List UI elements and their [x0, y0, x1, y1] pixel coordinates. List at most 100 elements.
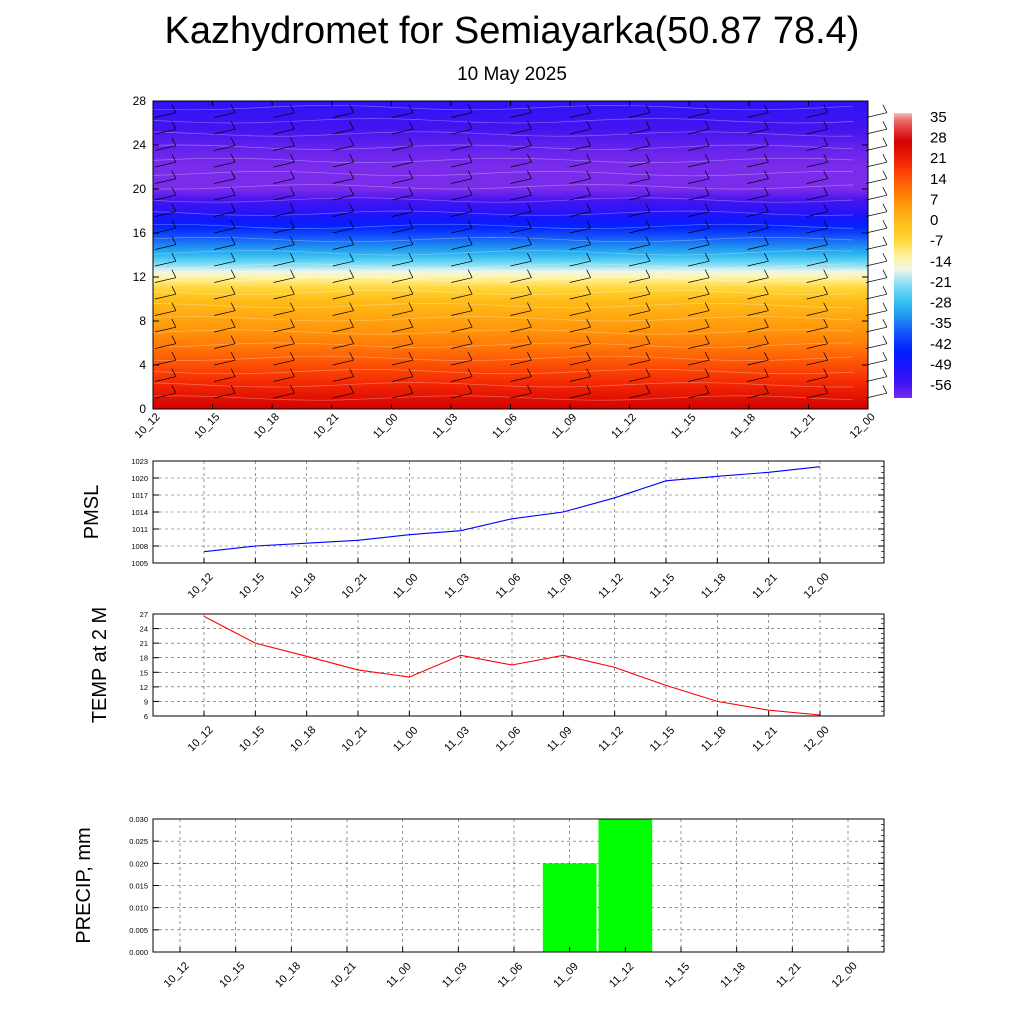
wind-barb-flag	[704, 104, 710, 113]
wind-barb	[510, 343, 532, 349]
wind-barb-flag	[467, 302, 473, 311]
cross-section-ytick-label: 28	[133, 94, 147, 108]
wind-barb-flag	[230, 236, 236, 245]
temp-xtick-label: 10_18	[288, 724, 318, 754]
wind-barb-flag	[823, 187, 828, 196]
wind-barb-flag	[882, 302, 888, 311]
wind-barb	[332, 326, 354, 333]
wind-barb-flag	[467, 352, 473, 361]
wind-barb-flag	[171, 154, 177, 163]
wind-barb	[865, 260, 887, 267]
wind-barb-flag	[764, 137, 769, 146]
wind-barb-flag	[408, 352, 414, 361]
wind-barb-flag	[527, 302, 532, 311]
wind-barb	[747, 211, 769, 217]
wind-barb	[747, 277, 769, 283]
wind-barb-flag	[290, 269, 295, 278]
wind-barb	[628, 211, 650, 217]
wind-barb-flag	[586, 302, 591, 311]
wind-barb-flag	[171, 253, 177, 262]
wind-barb	[154, 112, 176, 118]
wind-barb	[806, 244, 828, 250]
wind-barb	[865, 277, 887, 283]
wind-barb-flag	[467, 269, 473, 278]
contour-line	[152, 276, 854, 282]
wind-barb	[806, 161, 828, 168]
wind-barb-flag	[586, 121, 591, 130]
pmsl-xtick-label: 11_00	[391, 572, 421, 602]
wind-barb	[451, 376, 473, 382]
temp-ytick-label: 24	[140, 625, 148, 634]
wind-barb-flag	[290, 137, 295, 146]
contour-line	[152, 355, 854, 361]
wind-barb	[332, 376, 354, 382]
temp-frame	[152, 613, 885, 717]
wind-barb-flag	[527, 335, 532, 344]
wind-barb-flag	[645, 253, 651, 262]
wind-barb	[214, 260, 236, 267]
wind-barb	[214, 293, 236, 300]
wind-barb-flag	[290, 319, 295, 328]
wind-barb-flag	[882, 385, 888, 394]
colorbar-label: -56	[930, 377, 952, 394]
wind-barb	[332, 145, 354, 151]
wind-barb-flag	[349, 154, 354, 163]
cross-section-xtick-label: 11_06	[490, 412, 520, 442]
wind-barb-flag	[764, 121, 769, 130]
wind-barb	[806, 227, 828, 234]
temp-panel: 6 9 12 15 18 21 24 27 10_12 10_15 10_18 10_21 11_00 1…	[89, 607, 885, 755]
pmsl-xtick-label: 10_18	[288, 571, 318, 601]
wind-barb	[391, 128, 413, 135]
precip-xtick-label: 12_00	[830, 960, 860, 990]
wind-barb-flag	[586, 368, 591, 377]
wind-barb-flag	[290, 236, 295, 245]
wind-barb-flag	[527, 236, 532, 245]
wind-barb-flag	[882, 286, 888, 295]
wind-barb	[451, 227, 473, 234]
precip-xtick-label: 11_12	[607, 961, 637, 991]
wind-barb-flag	[882, 335, 888, 344]
wind-barb	[391, 343, 413, 349]
wind-barb	[273, 392, 295, 399]
cross-section-xtick-label: 10_12	[133, 411, 163, 441]
wind-barb	[569, 310, 591, 316]
wind-barb	[451, 112, 473, 118]
wind-barb	[865, 326, 887, 333]
wind-barb-flag	[586, 335, 591, 344]
temp-ytick-label: 21	[140, 639, 148, 648]
wind-barb	[510, 376, 532, 382]
wind-barb-flag	[171, 121, 177, 130]
wind-barb-flag	[230, 335, 236, 344]
pmsl-ytick-label: 1011	[132, 525, 148, 534]
wind-barb	[332, 277, 354, 283]
wind-barb-flag	[586, 187, 591, 196]
wind-barb	[747, 359, 769, 366]
wind-barb	[688, 145, 710, 151]
wind-barb-flag	[527, 286, 532, 295]
cross-section-xtick-label: 11_15	[669, 412, 699, 442]
wind-barb	[806, 293, 828, 300]
wind-barb	[569, 343, 591, 349]
wind-barb-flag	[290, 121, 295, 130]
wind-barb	[332, 260, 354, 267]
wind-barb	[865, 227, 887, 234]
contour-line	[152, 382, 854, 388]
wind-barb	[688, 359, 710, 366]
wind-barb	[332, 244, 354, 250]
temp-xtick-label: 11_09	[545, 725, 575, 755]
wind-barb-flag	[645, 302, 651, 311]
wind-barb	[273, 227, 295, 234]
wind-barb	[332, 359, 354, 366]
chart-subtitle: 10 May 2025	[457, 64, 567, 85]
wind-barb-flag	[408, 121, 414, 130]
precip-ytick-label: 0.015	[129, 882, 148, 891]
wind-barb	[747, 112, 769, 118]
wind-barb	[510, 310, 532, 316]
cross-section-xtick-label: 10_18	[252, 411, 282, 441]
cross-section-xtick-label: 10_15	[192, 411, 222, 441]
contour-line	[152, 289, 854, 295]
wind-barb	[154, 343, 176, 349]
wind-barb-flag	[823, 302, 828, 311]
wind-barb-flag	[645, 187, 651, 196]
colorbar-label: -49	[930, 356, 952, 373]
